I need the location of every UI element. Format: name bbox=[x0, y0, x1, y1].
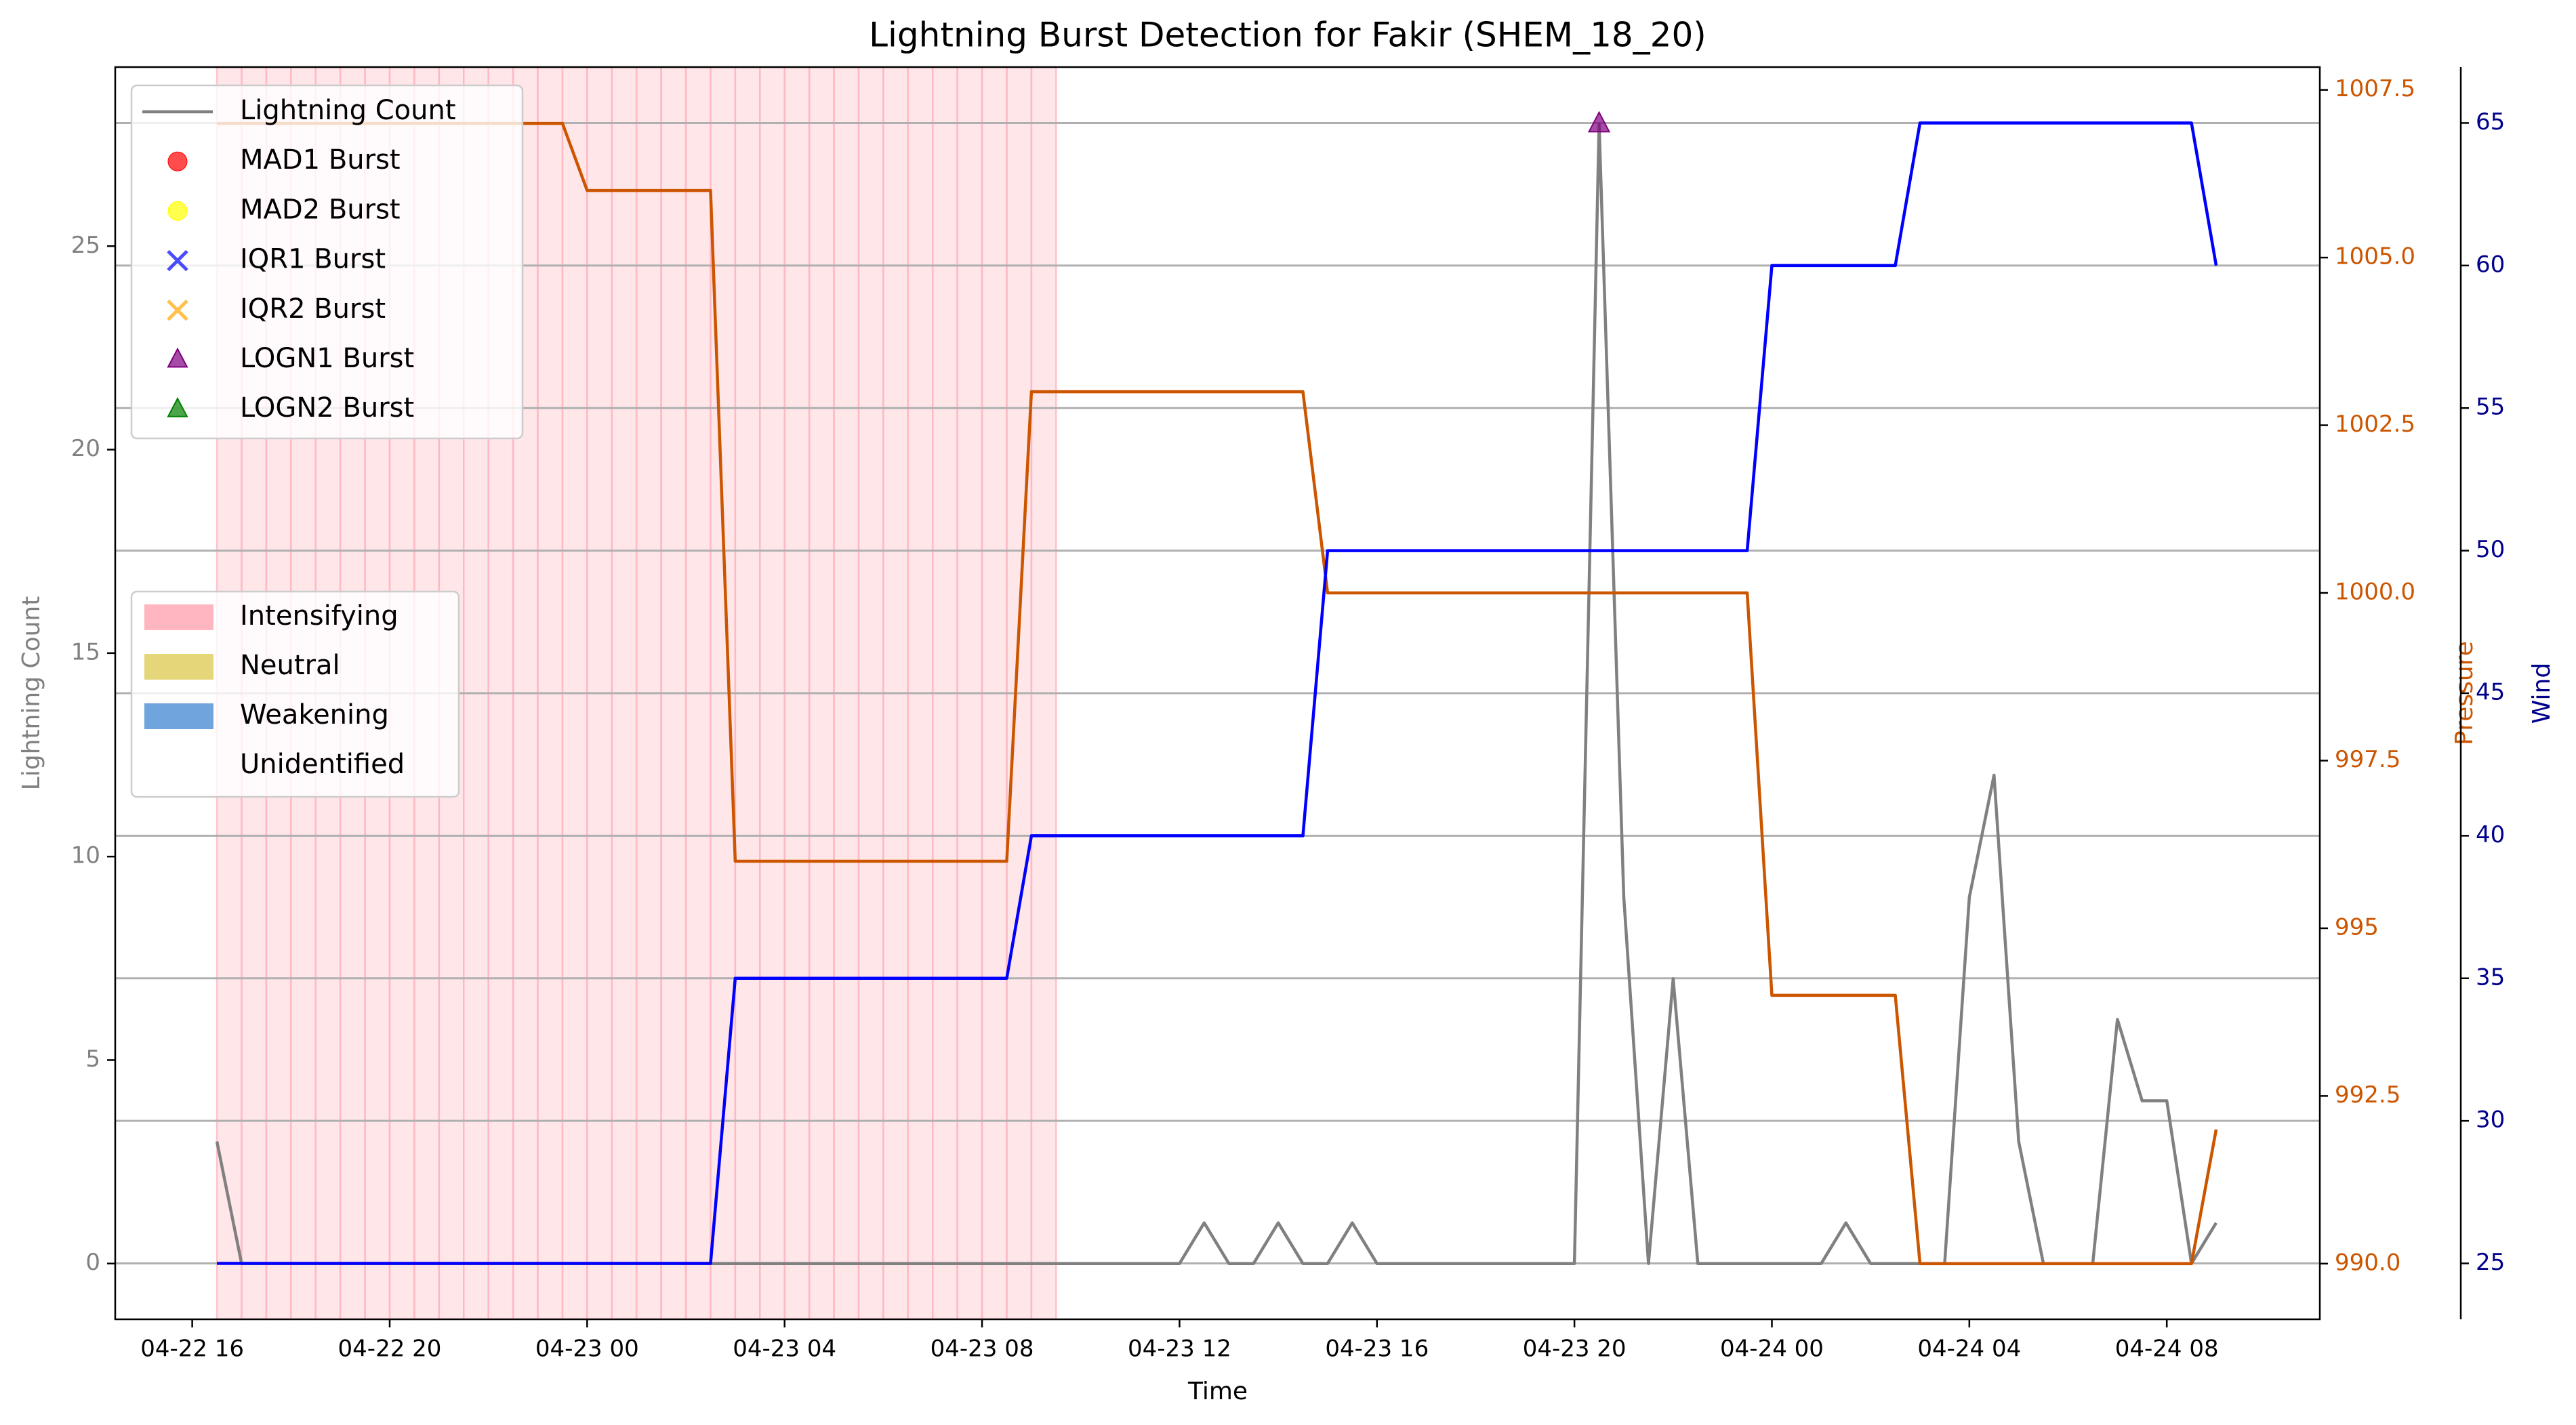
legend-label: LOGN1 Burst bbox=[240, 343, 414, 374]
y-tick-label: 25 bbox=[71, 232, 100, 259]
series-line bbox=[217, 121, 2218, 1265]
y2-tick-label: 1007.5 bbox=[2335, 75, 2415, 102]
x-tick-label: 04-23 00 bbox=[535, 1336, 639, 1363]
x-tick-label: 04-24 08 bbox=[2115, 1336, 2219, 1363]
y3-tick-label: 25 bbox=[2476, 1249, 2505, 1276]
chart-title: Lightning Burst Detection for Fakir (SHE… bbox=[869, 16, 1706, 55]
legend-patch bbox=[144, 654, 213, 680]
y2-tick-label: 992.5 bbox=[2335, 1081, 2400, 1109]
plot-frame bbox=[114, 66, 2321, 1321]
y-axis-label: Lightning Count bbox=[18, 596, 45, 791]
y-tick-label: 20 bbox=[71, 435, 100, 462]
x-tick-label: 04-23 20 bbox=[1523, 1336, 1627, 1363]
x-tick-label: 04-23 16 bbox=[1325, 1336, 1429, 1363]
legend-box bbox=[130, 84, 524, 440]
y3-axis-label: Wind bbox=[2528, 663, 2556, 724]
legend-label: Unidentified bbox=[240, 749, 405, 780]
legend-marker bbox=[167, 201, 188, 221]
legend-marker bbox=[167, 300, 188, 321]
y2-tick-label: 997.5 bbox=[2335, 746, 2400, 773]
y-tick-label: 10 bbox=[71, 842, 100, 869]
y2-tick-label: 1005.0 bbox=[2335, 243, 2415, 270]
series-line bbox=[217, 121, 2218, 1266]
legend: Lightning Count MAD1 Burst MAD2 Burst IQR1 … bbox=[130, 84, 524, 440]
x-tick-label: 04-23 04 bbox=[733, 1336, 836, 1363]
x-tick-label: 04-24 00 bbox=[1720, 1336, 1824, 1363]
legend-label: Lightning Count bbox=[240, 95, 456, 126]
x-tick-label: 04-23 12 bbox=[1128, 1336, 1231, 1363]
y2-tick-label: 1000.0 bbox=[2335, 579, 2415, 606]
y-tick-label: 15 bbox=[71, 638, 100, 665]
y3-tick-label: 60 bbox=[2476, 251, 2505, 278]
x-tick-label: 04-22 16 bbox=[140, 1336, 244, 1363]
legend-marker bbox=[167, 347, 188, 368]
y2-tick-label: 1002.5 bbox=[2335, 411, 2415, 438]
y2-tick-label: 995 bbox=[2335, 913, 2379, 941]
legend-patch bbox=[144, 604, 213, 630]
x-tick-label: 04-23 08 bbox=[931, 1336, 1034, 1363]
x-tick-label: 04-22 20 bbox=[338, 1336, 442, 1363]
legend-patch bbox=[144, 703, 213, 729]
legend-label: MAD2 Burst bbox=[240, 194, 401, 225]
x-axis-label: Time bbox=[1187, 1378, 1248, 1405]
y-tick-label: 5 bbox=[85, 1046, 100, 1073]
y3-tick-label: 55 bbox=[2476, 394, 2505, 421]
y3-tick-label: 30 bbox=[2476, 1107, 2505, 1134]
y2-tick-label: 990.0 bbox=[2335, 1249, 2400, 1276]
burst-marker bbox=[1587, 110, 1611, 133]
legend-label: Weakening bbox=[240, 699, 389, 730]
x-tick-label: 04-24 04 bbox=[1917, 1336, 2021, 1363]
y-tick-label: 0 bbox=[85, 1249, 100, 1276]
legend-label: Intensifying bbox=[240, 600, 398, 632]
legend-marker bbox=[167, 396, 188, 417]
legend-label: Neutral bbox=[240, 650, 340, 681]
legend-patch bbox=[144, 753, 213, 779]
legend-label: IQR2 Burst bbox=[240, 293, 386, 325]
legend-marker bbox=[167, 151, 188, 171]
y3-tick-label: 35 bbox=[2476, 964, 2505, 991]
legend-marker bbox=[167, 249, 188, 272]
legend-label: LOGN2 Burst bbox=[240, 392, 414, 424]
y3-tick-label: 65 bbox=[2476, 108, 2505, 136]
legend-box bbox=[130, 590, 460, 798]
y3-tick-label: 40 bbox=[2476, 821, 2505, 848]
y3-tick-label: 45 bbox=[2476, 679, 2505, 706]
legend: Intensifying Neutral Weakening Unidentified bbox=[130, 590, 460, 798]
legend-label: MAD1 Burst bbox=[240, 144, 401, 175]
legend-label: IQR1 Burst bbox=[240, 244, 386, 275]
y3-tick-label: 50 bbox=[2476, 536, 2505, 563]
